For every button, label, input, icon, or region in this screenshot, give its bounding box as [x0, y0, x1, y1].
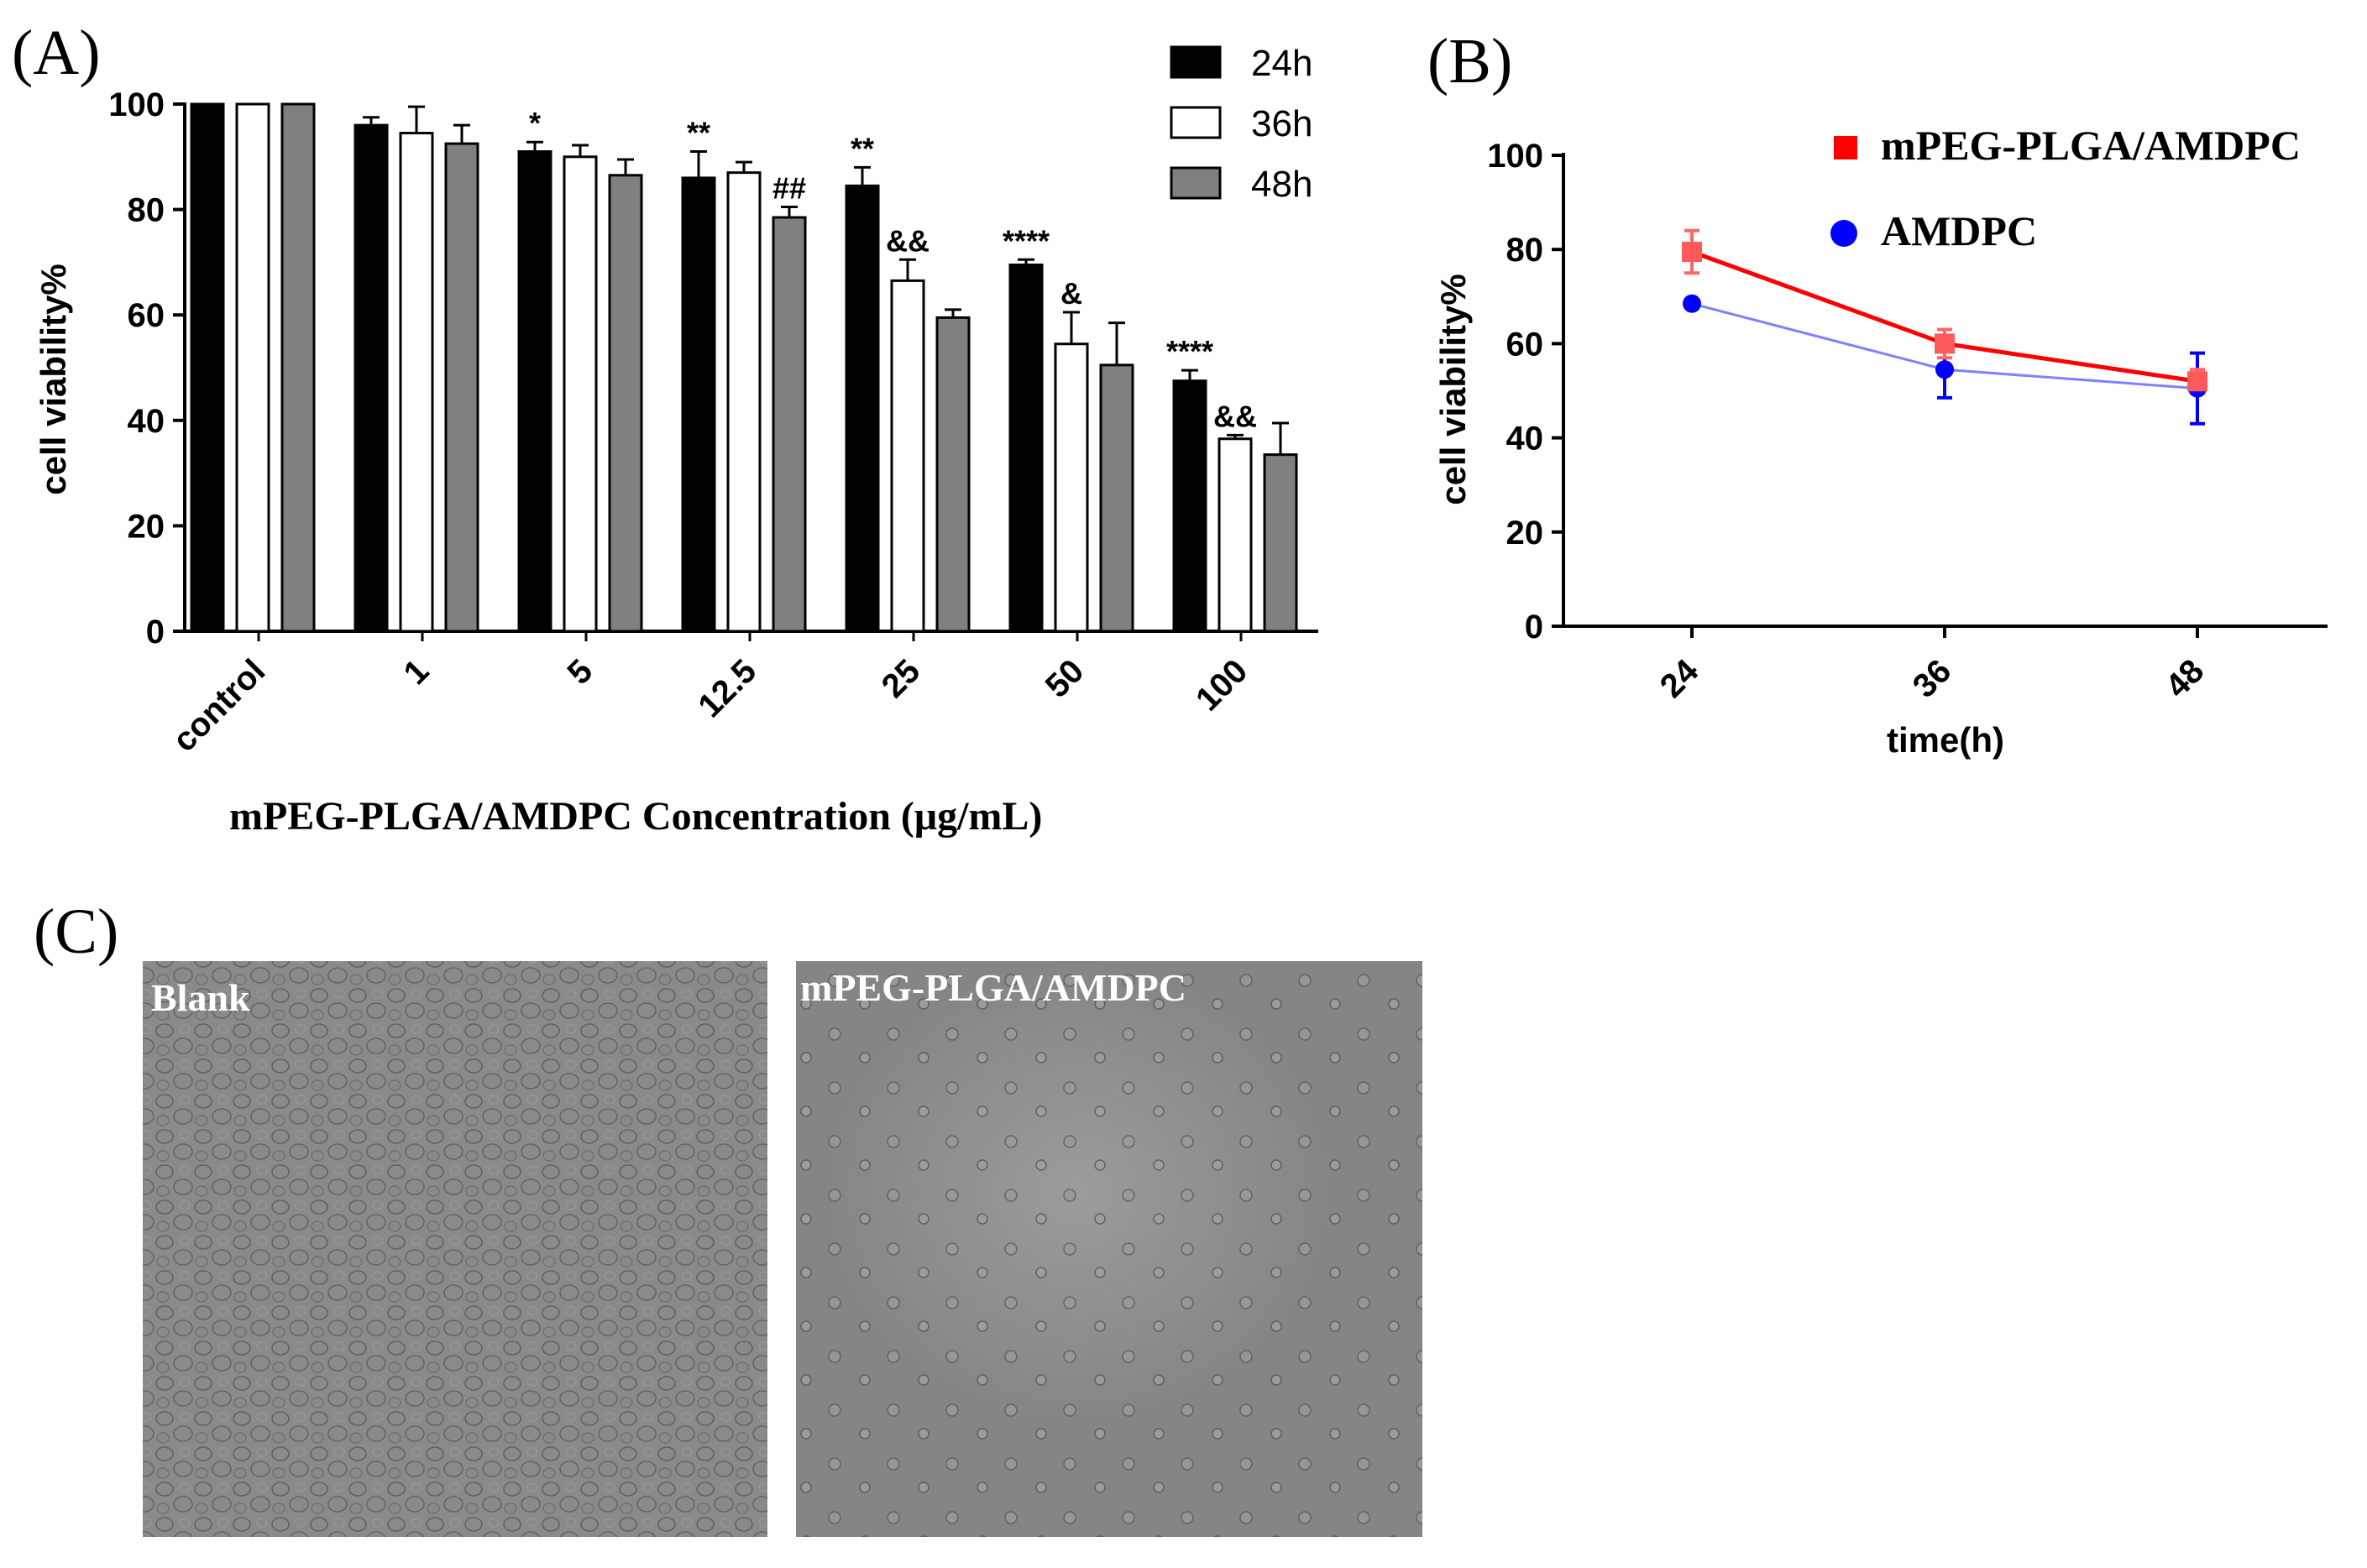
significance-label: **	[851, 131, 874, 165]
legend-swatch-24h	[1170, 45, 1222, 79]
significance-label: **	[687, 116, 710, 150]
micrograph-blank-label: Blank	[151, 976, 250, 1019]
y-tick-label: 40	[128, 403, 165, 440]
panel-a-label: (A)	[12, 18, 101, 88]
point-mPEG-PLGA/AMDPC	[2187, 371, 2207, 392]
legend-swatch-36h	[1170, 106, 1222, 139]
x-tick-label: control	[165, 652, 272, 759]
legend-label: AMDPC	[1881, 207, 2037, 254]
bar-48h-5	[608, 174, 643, 633]
bar-24h-100	[1172, 379, 1207, 633]
legend-a: 24h 36h 48h	[1170, 43, 1312, 205]
legend-swatch-48h	[1170, 166, 1222, 200]
y-axis-title-b: cell viability%	[1433, 274, 1473, 504]
x-axis-title-a: mPEG-PLGA/AMDPC Concentration (μg/mL)	[229, 794, 1042, 839]
bar-36h-25	[890, 279, 925, 633]
bar-36h-50	[1054, 342, 1089, 633]
y-tick-label: 20	[1506, 515, 1544, 551]
x-tick-label: 48	[2159, 652, 2212, 705]
significance-label: *	[529, 106, 541, 140]
bar-48h-100	[1263, 453, 1298, 633]
bar-48h-control	[280, 102, 316, 633]
y-tick-label: 0	[146, 614, 165, 651]
y-tick-label: 80	[128, 192, 165, 229]
y-tick-label: 60	[1506, 326, 1544, 363]
bar-48h-25	[935, 316, 971, 633]
bar-24h-50	[1008, 264, 1044, 633]
point-mPEG-PLGA/AMDPC	[1682, 242, 1702, 263]
significance-label: ****	[1003, 223, 1050, 258]
legend-label: 48h	[1251, 164, 1312, 205]
significance-label: &&	[1213, 399, 1257, 433]
x-tick-label: 12.5	[691, 652, 763, 724]
legend-label: 36h	[1251, 103, 1312, 144]
y-tick-label: 80	[1506, 232, 1544, 269]
x-axis-title-b: time(h)	[1887, 720, 2004, 760]
micrograph-treated: mPEG-PLGA/AMDPC	[796, 961, 1422, 1537]
significance-label: &&	[886, 223, 930, 258]
legend-circle-marker	[1830, 220, 1857, 247]
legend-square-marker	[1834, 136, 1857, 159]
x-tick-label: 24	[1653, 652, 1706, 705]
legend-label: 24h	[1251, 43, 1312, 84]
significance-label: ##	[772, 170, 806, 205]
x-tick-label: 1	[397, 652, 437, 692]
point-mPEG-PLGA/AMDPC	[1935, 333, 1955, 354]
y-tick-label: 20	[128, 508, 165, 545]
significance-label: &	[1060, 276, 1082, 311]
micrograph-treated-label: mPEG-PLGA/AMDPC	[800, 966, 1186, 1009]
x-tick-label: 100	[1189, 652, 1254, 718]
panel-b-label: (B)	[1427, 26, 1512, 97]
x-tick-label: 36	[1906, 652, 1959, 705]
bar-24h-12.5	[681, 176, 716, 633]
x-tick-label: 5	[561, 652, 600, 692]
bar-24h-1	[353, 123, 389, 633]
point-AMDPC	[1683, 294, 1701, 313]
bar-36h-control	[235, 102, 270, 633]
y-tick-label: 100	[1487, 138, 1543, 175]
bar-36h-5	[563, 155, 598, 633]
bar-48h-1	[444, 142, 479, 633]
legend-label: mPEG-PLGA/AMDPC	[1881, 122, 2301, 169]
micrograph-blank: Blank	[143, 961, 767, 1537]
y-tick-label: 40	[1506, 421, 1544, 457]
x-tick-label: 50	[1039, 652, 1092, 705]
y-tick-label: 0	[1525, 609, 1543, 645]
bar-24h-control	[190, 102, 225, 633]
bar-36h-12.5	[726, 171, 762, 633]
bar-24h-25	[845, 184, 880, 633]
bar-48h-50	[1099, 363, 1134, 633]
significance-label: ****	[1166, 334, 1213, 368]
legend-b: mPEG-PLGA/AMDPC AMDPC	[1830, 122, 2301, 254]
panel-c-label: (C)	[34, 896, 118, 967]
line-chart-b: 0 20 40 60 80 100 24 36 48 cell viability% time…	[1433, 122, 2328, 760]
bar-24h-5	[517, 150, 552, 633]
bar-36h-100	[1218, 437, 1253, 633]
y-tick-label: 100	[108, 86, 165, 123]
y-axis-title-a: cell viability%	[34, 264, 73, 494]
point-AMDPC	[1935, 360, 1954, 379]
y-tick-label: 60	[128, 297, 165, 334]
bar-48h-12.5	[772, 216, 807, 633]
x-tick-label: 25	[875, 652, 928, 705]
bar-36h-1	[399, 132, 434, 633]
